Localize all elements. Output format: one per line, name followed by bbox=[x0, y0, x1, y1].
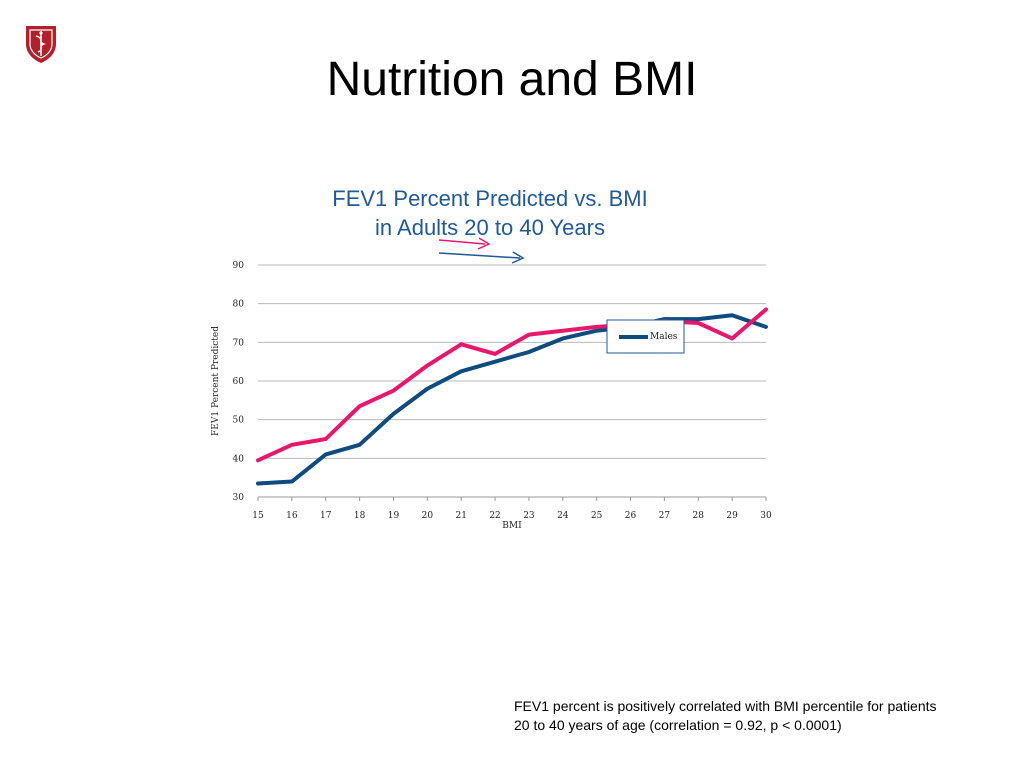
footnote: FEV1 percent is positively correlated wi… bbox=[514, 697, 1004, 735]
x-tick-labels: 15 16 17 18 19 20 21 22 23 24 25 26 27 28 29 30 bbox=[252, 496, 772, 521]
x-tick-label: 19 bbox=[388, 511, 400, 521]
chart-title-line2: in Adults 20 to 40 Years bbox=[375, 215, 605, 240]
y-tick-label: 90 bbox=[233, 261, 245, 271]
x-tick-label: 18 bbox=[354, 511, 366, 521]
legend: Males bbox=[606, 319, 685, 354]
y-tick-label: 70 bbox=[233, 338, 245, 348]
shield-crest-icon bbox=[26, 26, 56, 63]
footnote-line1: FEV1 percent is positively correlated wi… bbox=[514, 698, 937, 714]
x-tick-label: 25 bbox=[591, 511, 603, 521]
y-tick-label: 40 bbox=[233, 454, 245, 464]
x-axis-label: BMI bbox=[502, 521, 522, 531]
x-tick-label: 27 bbox=[659, 511, 671, 521]
x-tick-label: 26 bbox=[625, 511, 637, 521]
y-tick-label: 80 bbox=[233, 300, 245, 310]
x-tick-label: 21 bbox=[455, 511, 466, 521]
x-tick-label: 23 bbox=[523, 511, 535, 521]
x-tick-label: 28 bbox=[693, 511, 705, 521]
series-line-males bbox=[256, 313, 768, 486]
legend-label-males: Males bbox=[650, 332, 678, 342]
y-tick-label: 30 bbox=[233, 493, 245, 503]
series-lines bbox=[256, 307, 768, 486]
x-tick-label: 16 bbox=[286, 511, 298, 521]
y-tick-labels: 30 40 50 60 70 80 90 bbox=[233, 261, 245, 503]
x-tick-label: 24 bbox=[557, 511, 569, 521]
footnote-line2: 20 to 40 years of age (correlation = 0.9… bbox=[514, 717, 842, 733]
chart-title: FEV1 Percent Predicted vs. BMI in Adults… bbox=[230, 184, 750, 242]
x-tick-label: 29 bbox=[726, 511, 738, 521]
y-tick-label: 60 bbox=[233, 377, 245, 387]
chart-title-line1: FEV1 Percent Predicted vs. BMI bbox=[332, 186, 648, 211]
x-tick-label: 15 bbox=[252, 511, 264, 521]
x-tick-label: 20 bbox=[422, 511, 434, 521]
arrow-right-icon bbox=[438, 251, 525, 264]
y-tick-label: 50 bbox=[233, 416, 245, 426]
y-axis-label: FEV1 Percent Predicted bbox=[211, 326, 221, 436]
slide-title: Nutrition and BMI bbox=[326, 53, 698, 106]
x-tick-label: 22 bbox=[489, 511, 500, 521]
x-tick-label: 17 bbox=[320, 511, 332, 521]
gridlines bbox=[258, 264, 766, 498]
arrow-right-icon bbox=[438, 237, 491, 250]
x-tick-label: 30 bbox=[760, 511, 772, 521]
series-line-series-2 bbox=[256, 307, 768, 463]
